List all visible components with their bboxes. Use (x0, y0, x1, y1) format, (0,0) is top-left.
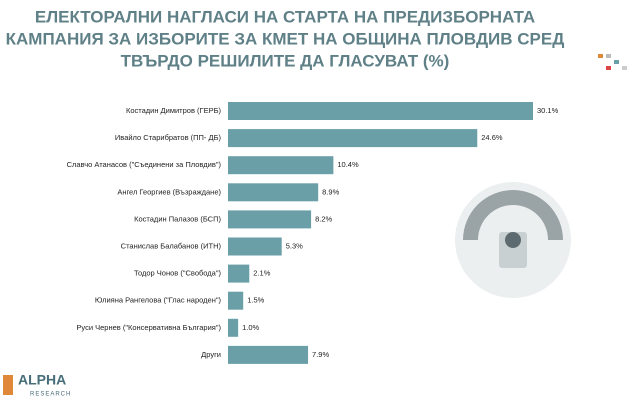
category-label: Ангел Георгиев (Възраждане) (117, 187, 221, 196)
category-label: Ивайло Старибратов (ПП- ДБ) (115, 133, 222, 142)
bar (228, 210, 312, 229)
value-label: 8.9% (322, 187, 339, 196)
value-label: 8.2% (315, 214, 332, 223)
bar (228, 183, 319, 202)
logo-name: ALPHA (18, 372, 66, 388)
bar (228, 318, 239, 337)
category-label: Костадин Палазов (БСП) (134, 214, 221, 223)
bar (228, 102, 533, 120)
value-label: 5.3% (286, 241, 303, 250)
chart-title: КАМПАНИЯ ЗА ИЗБОРИТЕ ЗА КМЕТ НА ОБЩИНА П… (6, 29, 565, 48)
bar (228, 345, 309, 364)
decoration (3, 54, 627, 395)
category-label: Юлияна Рангелова ("Глас народен") (95, 296, 222, 305)
category-label: Други (201, 350, 221, 359)
value-label: 1.5% (247, 296, 264, 305)
bar (228, 129, 478, 148)
category-label: Тодор Чонов ("Свобода") (134, 269, 222, 278)
bar (228, 156, 334, 175)
bar (228, 291, 244, 310)
category-label: Костадин Димитров (ГЕРБ) (126, 106, 222, 115)
bar (228, 264, 250, 283)
logo-sub: RESEARCH (30, 392, 71, 398)
chart-title: ТВЪРДО РЕШИЛИТЕ ДА ГЛАСУВАТ (%) (121, 51, 450, 70)
chart-title: ЕЛЕКТОРАЛНИ НАГЛАСИ НА СТАРТА НА ПРЕДИЗБ… (35, 7, 535, 26)
value-label: 10.4% (337, 160, 359, 169)
value-label: 24.6% (481, 133, 503, 142)
category-label: Руси Чернев ("Консервативна България") (76, 323, 221, 332)
bar (228, 237, 282, 256)
value-label: 7.9% (312, 350, 329, 359)
category-label: Станислав Балабанов (ИТН) (121, 241, 222, 250)
category-label: Славчо Атанасов ("Съединени за Пловдив") (67, 160, 222, 169)
value-label: 30.1% (537, 106, 559, 115)
value-label: 2.1% (253, 269, 270, 278)
value-label: 1.0% (242, 323, 259, 332)
